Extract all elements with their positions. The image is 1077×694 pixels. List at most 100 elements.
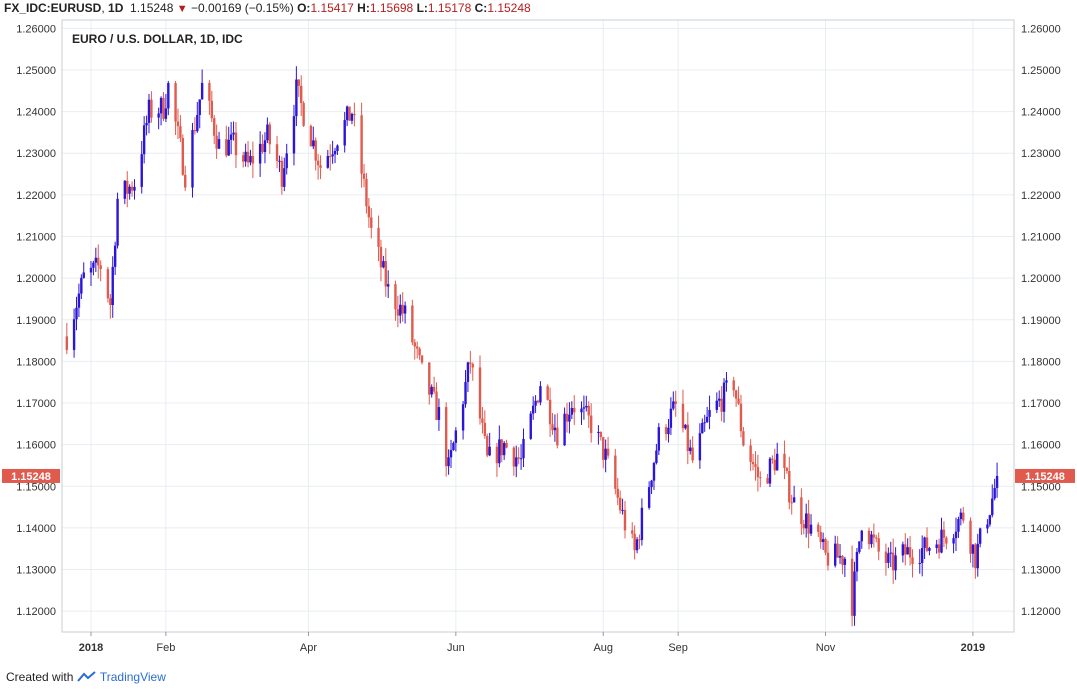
candle-up [655, 450, 658, 464]
candle-up [116, 198, 119, 246]
candle-down [720, 398, 723, 412]
y-tick-label-right: 1.26000 [1021, 23, 1061, 35]
candle-up [159, 97, 163, 114]
candle-down [302, 103, 305, 126]
candle-up [534, 400, 537, 406]
candle-up [725, 380, 728, 383]
candle-up [582, 407, 586, 409]
y-tick-label-left: 1.22000 [16, 190, 56, 202]
candle-down [280, 160, 284, 187]
candle-down [942, 529, 946, 538]
candle-up [278, 160, 281, 162]
candle-up [111, 266, 114, 306]
candle-up [684, 424, 687, 429]
candle-up [640, 507, 644, 540]
candle-up [539, 386, 542, 403]
symbol-name[interactable]: FX_IDC:EURUSD [4, 1, 102, 15]
candle-down [275, 144, 279, 161]
candle-up [343, 120, 346, 146]
candle-down [367, 206, 371, 218]
candle-up [232, 132, 235, 135]
candle-down [599, 431, 603, 438]
candle-down [783, 453, 786, 468]
x-tick-label: Feb [156, 642, 175, 654]
candle-up [833, 543, 837, 566]
footer-brand[interactable]: TradingView [99, 670, 166, 684]
candle-down [444, 407, 448, 467]
y-tick-label-left: 1.20000 [16, 273, 56, 285]
last-price: 1.15248 [130, 1, 174, 15]
y-axis-right: 1.12000 1.13000 1.14000 1.15000 1.16000 1.170… [1021, 23, 1061, 618]
candle-down [618, 497, 622, 511]
y-tick-label-right: 1.25000 [1021, 65, 1061, 77]
candle-down [819, 531, 822, 543]
candle-up [263, 140, 267, 152]
candle-up [77, 293, 81, 308]
candle-down [546, 386, 549, 400]
y-tick-label-right: 1.15000 [1021, 481, 1061, 493]
candle-down [193, 130, 197, 132]
candle-up [604, 448, 607, 460]
candle-up [894, 555, 897, 571]
candle-down [850, 558, 854, 616]
candle-up [805, 513, 808, 529]
candle-down [751, 461, 755, 465]
candle-up [918, 562, 921, 564]
y-tick-label-right: 1.24000 [1021, 107, 1061, 119]
candle-up [669, 408, 673, 428]
candle-down [97, 257, 100, 266]
candle-down [396, 309, 400, 316]
candle-down [884, 551, 888, 563]
candle-up [266, 124, 269, 141]
candle-up [128, 186, 131, 194]
candle-down [184, 174, 187, 188]
candle-down [925, 537, 929, 551]
candle-up [976, 543, 979, 569]
candle-down [179, 126, 182, 139]
candle-down [800, 497, 803, 525]
candle-down [495, 446, 499, 464]
y-tick-label-right: 1.23000 [1021, 148, 1061, 160]
candle-up [843, 558, 847, 565]
last-price-tags: 1.15248 1.15248 [2, 468, 1075, 483]
y-tick-label-right: 1.17000 [1021, 398, 1061, 410]
candle-up [326, 156, 329, 168]
candle-down [664, 427, 668, 435]
candle-up [336, 145, 339, 151]
candle-down [486, 435, 489, 456]
candle-up [705, 416, 709, 423]
candle-down [937, 544, 941, 553]
x-tick-label: Nov [816, 642, 836, 654]
candle-down [875, 537, 878, 539]
candle-up [901, 544, 905, 556]
footer: Created with TradingView [6, 670, 166, 684]
candle-down [766, 478, 769, 484]
x-tick-label: Aug [593, 642, 613, 654]
candle-up [703, 422, 706, 424]
price-tag-left [2, 468, 60, 483]
candle-up [331, 154, 334, 157]
tradingview-logo-icon[interactable] [76, 670, 100, 684]
candle-up [452, 442, 455, 451]
candle-down [737, 398, 740, 404]
candle-down [353, 113, 356, 116]
y-tick-label-left: 1.26000 [16, 23, 56, 35]
candle-up [140, 154, 143, 187]
candle-down [174, 83, 177, 122]
y-tick-label-right: 1.20000 [1021, 273, 1061, 285]
candle-down [360, 115, 363, 174]
candle-down [911, 557, 914, 564]
candle-down [614, 455, 617, 489]
candle-up [92, 262, 95, 268]
interval[interactable]: 1D [108, 1, 124, 15]
candle-down [300, 85, 303, 104]
candle-up [164, 108, 168, 119]
candle-down [734, 390, 738, 399]
candle-down [945, 537, 948, 544]
candle-down [176, 121, 180, 127]
candle-up [498, 439, 501, 464]
candle-down [817, 524, 820, 532]
candle-up [698, 433, 702, 461]
candle-down [824, 539, 827, 553]
